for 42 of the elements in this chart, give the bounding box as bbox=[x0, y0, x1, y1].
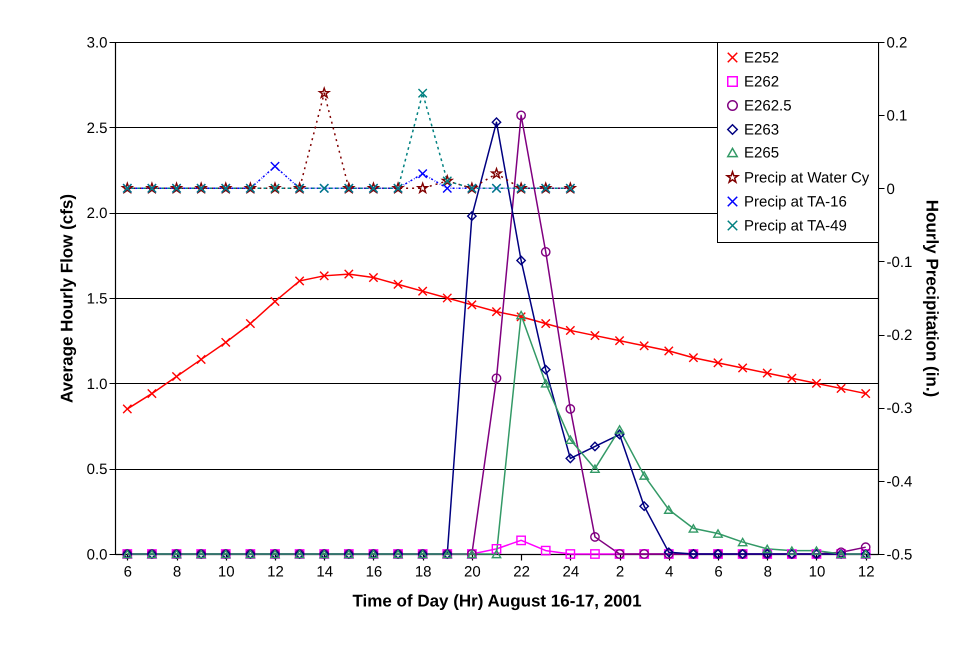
x-tick-label: 4 bbox=[665, 564, 674, 580]
x-tick-label: 14 bbox=[316, 564, 334, 580]
legend-label: E265 bbox=[744, 144, 780, 162]
x-tick-label: 8 bbox=[764, 564, 772, 580]
legend-label: E252 bbox=[744, 50, 780, 66]
x-tick-label: 18 bbox=[414, 564, 432, 580]
x-tick-label: 12 bbox=[858, 564, 875, 580]
y2-tick-label: -0.3 bbox=[886, 400, 912, 418]
legend-label: Precip at TA-49 bbox=[744, 218, 847, 234]
x-tick-label: 8 bbox=[172, 564, 182, 580]
legend-label: E262 bbox=[744, 74, 780, 90]
legend-label: E262.5 bbox=[744, 98, 792, 114]
y-tick-label: 0.0 bbox=[86, 546, 108, 564]
y2-tick-label: 0 bbox=[886, 180, 895, 198]
y2-axis-title: Hourly Precipitation (in.) bbox=[922, 200, 942, 398]
x-tick-label: 20 bbox=[464, 564, 481, 580]
y2-tick-label: -0.4 bbox=[886, 473, 912, 490]
y2-tick-label: -0.2 bbox=[886, 327, 912, 344]
x-tick-label: 10 bbox=[808, 564, 826, 580]
y2-tick-label: 0.2 bbox=[886, 34, 908, 52]
legend-label: Precip at TA-16 bbox=[744, 194, 847, 210]
y-axis-title: Average Hourly Flow (cfs) bbox=[58, 194, 77, 404]
y2-tick-label: 0.1 bbox=[886, 108, 908, 125]
y-tick-label: 3.0 bbox=[86, 34, 108, 52]
x-tick-label: 2 bbox=[616, 564, 624, 580]
y-tick-label: 2.0 bbox=[86, 205, 108, 222]
x-tick-label: 16 bbox=[366, 564, 382, 580]
x-tick-label: 12 bbox=[267, 564, 284, 580]
legend-label: E263 bbox=[744, 122, 780, 138]
x-tick-label: 24 bbox=[562, 564, 580, 580]
y2-tick-label: -0.5 bbox=[886, 546, 912, 564]
y2-tick-label: -0.1 bbox=[886, 254, 912, 271]
x-tick-label: 6 bbox=[714, 564, 723, 580]
y-tick-label: 1.5 bbox=[86, 290, 108, 308]
legend-label: Precip at Water Cy bbox=[744, 170, 870, 186]
x-axis-title: Time of Day (Hr) August 16-17, 2001 bbox=[352, 592, 642, 610]
x-tick-label: 22 bbox=[513, 564, 530, 580]
y-tick-label: 1.0 bbox=[86, 376, 108, 393]
x-tick-label: 6 bbox=[124, 564, 132, 580]
y-tick-label: 2.5 bbox=[86, 120, 108, 137]
y-tick-label: 0.5 bbox=[86, 461, 108, 478]
x-tick-label: 10 bbox=[218, 564, 235, 580]
